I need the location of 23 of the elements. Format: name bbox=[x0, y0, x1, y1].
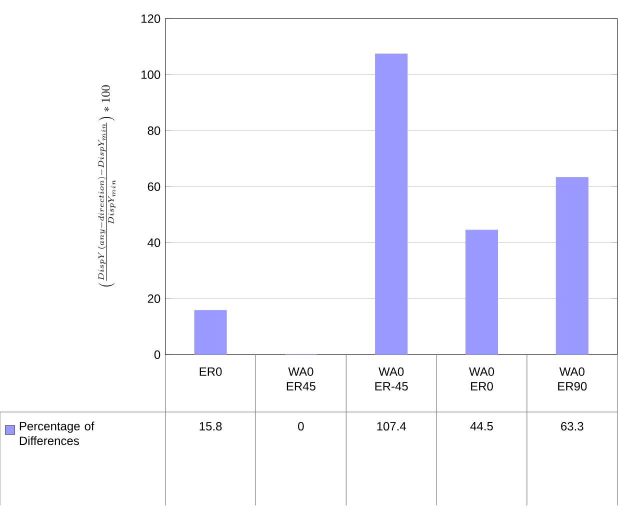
data-label: 63.3 bbox=[561, 422, 584, 431]
data-label: 107.4 bbox=[377, 422, 406, 431]
bar bbox=[375, 54, 408, 355]
data-label: 15.8 bbox=[200, 422, 222, 431]
x-tick-label: WA0 ER-45 bbox=[375, 367, 408, 391]
data-label: 44.5 bbox=[470, 422, 493, 430]
data-label: 0 bbox=[298, 422, 304, 431]
y-tick-label: 60 bbox=[148, 182, 160, 191]
y-tick-label: 40 bbox=[148, 238, 160, 247]
y-axis-title: $\left(\frac{DispY\,(any-direction)-DispY_{min}}{DispY_{min}}\right)*100$ bbox=[98, 85, 116, 287]
x-tick-label: WA0 ER90 bbox=[558, 367, 587, 391]
y-tick-label: 0 bbox=[154, 350, 160, 359]
y-tick-label: 100 bbox=[142, 70, 160, 79]
bar bbox=[194, 310, 227, 355]
x-tick-label: WA0 ER45 bbox=[286, 367, 316, 391]
y-tick-label: 20 bbox=[148, 294, 160, 303]
y-tick-label: 120 bbox=[142, 14, 160, 23]
y-tick-label: 80 bbox=[148, 126, 160, 135]
x-tick-label: WA0 ER0 bbox=[469, 367, 494, 391]
bar bbox=[556, 177, 588, 355]
bar bbox=[465, 230, 498, 355]
x-tick-label: ER0 bbox=[200, 367, 222, 376]
legend-label: Percentage of Differences bbox=[20, 422, 94, 446]
